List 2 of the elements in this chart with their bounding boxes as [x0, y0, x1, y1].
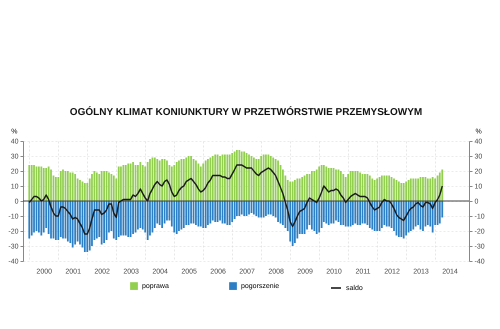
- chart-title: OGÓLNY KLIMAT KONIUNKTURY W PRZETWÓRSTWIE PRZEMYSŁOWYM: [70, 106, 422, 118]
- line-series: [28, 164, 443, 235]
